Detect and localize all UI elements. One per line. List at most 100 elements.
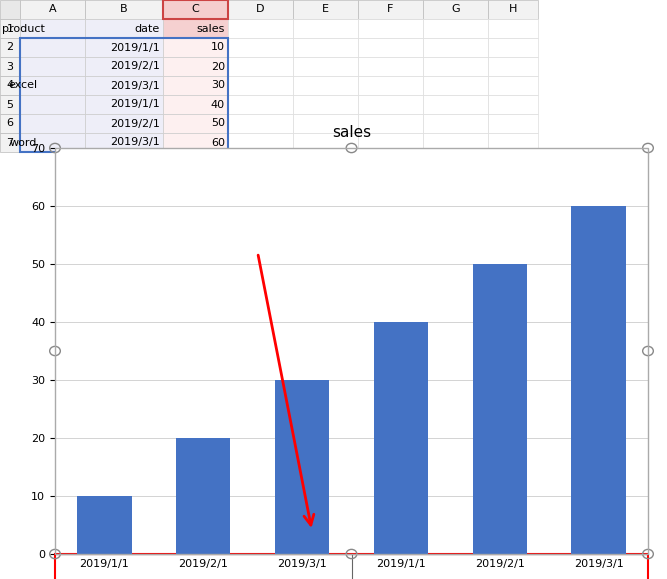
Text: 2019/3/1: 2019/3/1 [110, 137, 160, 148]
Bar [488, 95, 538, 114]
Bar [20, 133, 85, 152]
Text: 1: 1 [7, 24, 13, 34]
Bar [293, 95, 358, 114]
Bar [358, 95, 423, 114]
Bar [0, 0, 20, 19]
Bar [20, 76, 85, 95]
Bar [423, 38, 488, 57]
Text: word: word [9, 137, 37, 148]
Bar [488, 76, 538, 95]
Bar [358, 133, 423, 152]
Text: 10: 10 [211, 42, 225, 53]
Bar [163, 38, 228, 57]
Bar [358, 0, 423, 19]
Bar [85, 19, 163, 38]
Text: date: date [135, 24, 160, 34]
Bar [85, 38, 163, 57]
Text: D: D [256, 5, 265, 14]
Text: 20: 20 [211, 61, 225, 71]
Bar [358, 19, 423, 38]
Text: E: E [322, 5, 329, 14]
Bar [77, 496, 131, 554]
Bar [0, 38, 20, 57]
Text: product: product [1, 24, 45, 34]
Bar [20, 95, 85, 114]
Text: 2019/1/1: 2019/1/1 [110, 100, 160, 109]
Bar [85, 114, 163, 133]
Bar [423, 95, 488, 114]
Bar [358, 114, 423, 133]
Bar [228, 38, 293, 57]
Bar [423, 133, 488, 152]
Bar [293, 57, 358, 76]
Text: 2019/2/1: 2019/2/1 [110, 119, 160, 129]
Text: 5: 5 [7, 100, 13, 109]
Text: 2019/2/1: 2019/2/1 [110, 61, 160, 71]
Bar [488, 19, 538, 38]
Bar [85, 133, 163, 152]
Bar [163, 0, 228, 19]
Text: 2: 2 [7, 42, 13, 53]
Bar [228, 19, 293, 38]
Bar [0, 19, 20, 38]
Bar [228, 95, 293, 114]
Text: 7: 7 [7, 137, 13, 148]
Bar [20, 0, 85, 19]
Bar [473, 264, 527, 554]
Bar [374, 322, 428, 554]
Bar [572, 206, 626, 554]
Text: 4: 4 [7, 80, 13, 90]
Bar [163, 0, 228, 19]
Bar [0, 133, 20, 152]
Bar [423, 57, 488, 76]
Bar [163, 95, 228, 114]
Text: 2019/1/1: 2019/1/1 [110, 42, 160, 53]
Bar [423, 0, 488, 19]
Bar [20, 38, 85, 57]
Bar [293, 133, 358, 152]
Bar [163, 19, 228, 38]
Bar [358, 38, 423, 57]
Bar [85, 57, 163, 76]
Text: 30: 30 [211, 80, 225, 90]
Bar [176, 438, 230, 554]
Bar [163, 114, 228, 133]
Text: B: B [120, 5, 128, 14]
Text: 2019/3/1: 2019/3/1 [110, 80, 160, 90]
Text: 40: 40 [211, 100, 225, 109]
Bar [228, 57, 293, 76]
Bar [293, 76, 358, 95]
Bar [0, 114, 20, 133]
Bar [228, 76, 293, 95]
Bar [20, 19, 85, 38]
Text: F: F [388, 5, 394, 14]
Bar [163, 57, 228, 76]
Bar [20, 114, 85, 133]
Bar [275, 380, 329, 554]
Text: 3: 3 [7, 61, 13, 71]
Bar [293, 0, 358, 19]
Bar [423, 114, 488, 133]
Bar [85, 95, 163, 114]
Text: H: H [509, 5, 517, 14]
Bar [423, 76, 488, 95]
Bar [85, 0, 163, 19]
Text: 50: 50 [211, 119, 225, 129]
Title: sales: sales [332, 125, 371, 140]
Bar [488, 0, 538, 19]
Bar [293, 114, 358, 133]
Bar [488, 114, 538, 133]
Bar [163, 133, 228, 152]
Text: C: C [191, 5, 199, 14]
Bar [423, 19, 488, 38]
Bar [488, 57, 538, 76]
Bar [0, 76, 20, 95]
Bar [55, 148, 648, 554]
Text: A: A [49, 5, 56, 14]
Bar [358, 57, 423, 76]
Text: G: G [451, 5, 460, 14]
Bar [488, 38, 538, 57]
Bar [358, 76, 423, 95]
Bar [85, 76, 163, 95]
Bar [0, 57, 20, 76]
